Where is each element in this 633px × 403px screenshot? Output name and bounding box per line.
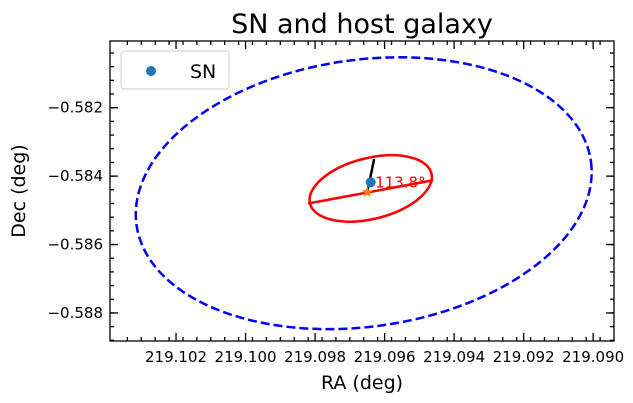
- sn-point: [365, 177, 376, 188]
- host-outer-ellipse: [134, 56, 593, 331]
- x-tick-label: 219.100: [215, 348, 277, 366]
- x-tick-label: 219.098: [284, 348, 346, 366]
- angle-annotation: 113.8°: [375, 173, 425, 191]
- legend: SN: [120, 50, 230, 90]
- x-tick-label: 219.096: [354, 348, 416, 366]
- y-tick-label: −0.584: [47, 167, 103, 185]
- x-tick-label: 219.090: [562, 348, 624, 366]
- y-tick-label: −0.582: [47, 99, 103, 117]
- x-axis-label: RA (deg): [321, 372, 403, 394]
- x-tick-label: 219.102: [145, 348, 207, 366]
- y-axis-label: Dec (deg): [8, 144, 30, 237]
- host-center-star: [361, 186, 373, 198]
- legend-box: [120, 50, 230, 90]
- legend-marker-sn: [146, 66, 156, 76]
- y-tick-label: −0.586: [47, 236, 103, 254]
- x-tick-label: 219.094: [423, 348, 485, 366]
- chart-title: SN and host galaxy: [231, 9, 493, 40]
- y-tick-label: −0.588: [47, 304, 103, 322]
- legend-label-sn: SN: [190, 61, 216, 83]
- x-tick-label: 219.092: [493, 348, 555, 366]
- plot-frame: [109, 40, 615, 342]
